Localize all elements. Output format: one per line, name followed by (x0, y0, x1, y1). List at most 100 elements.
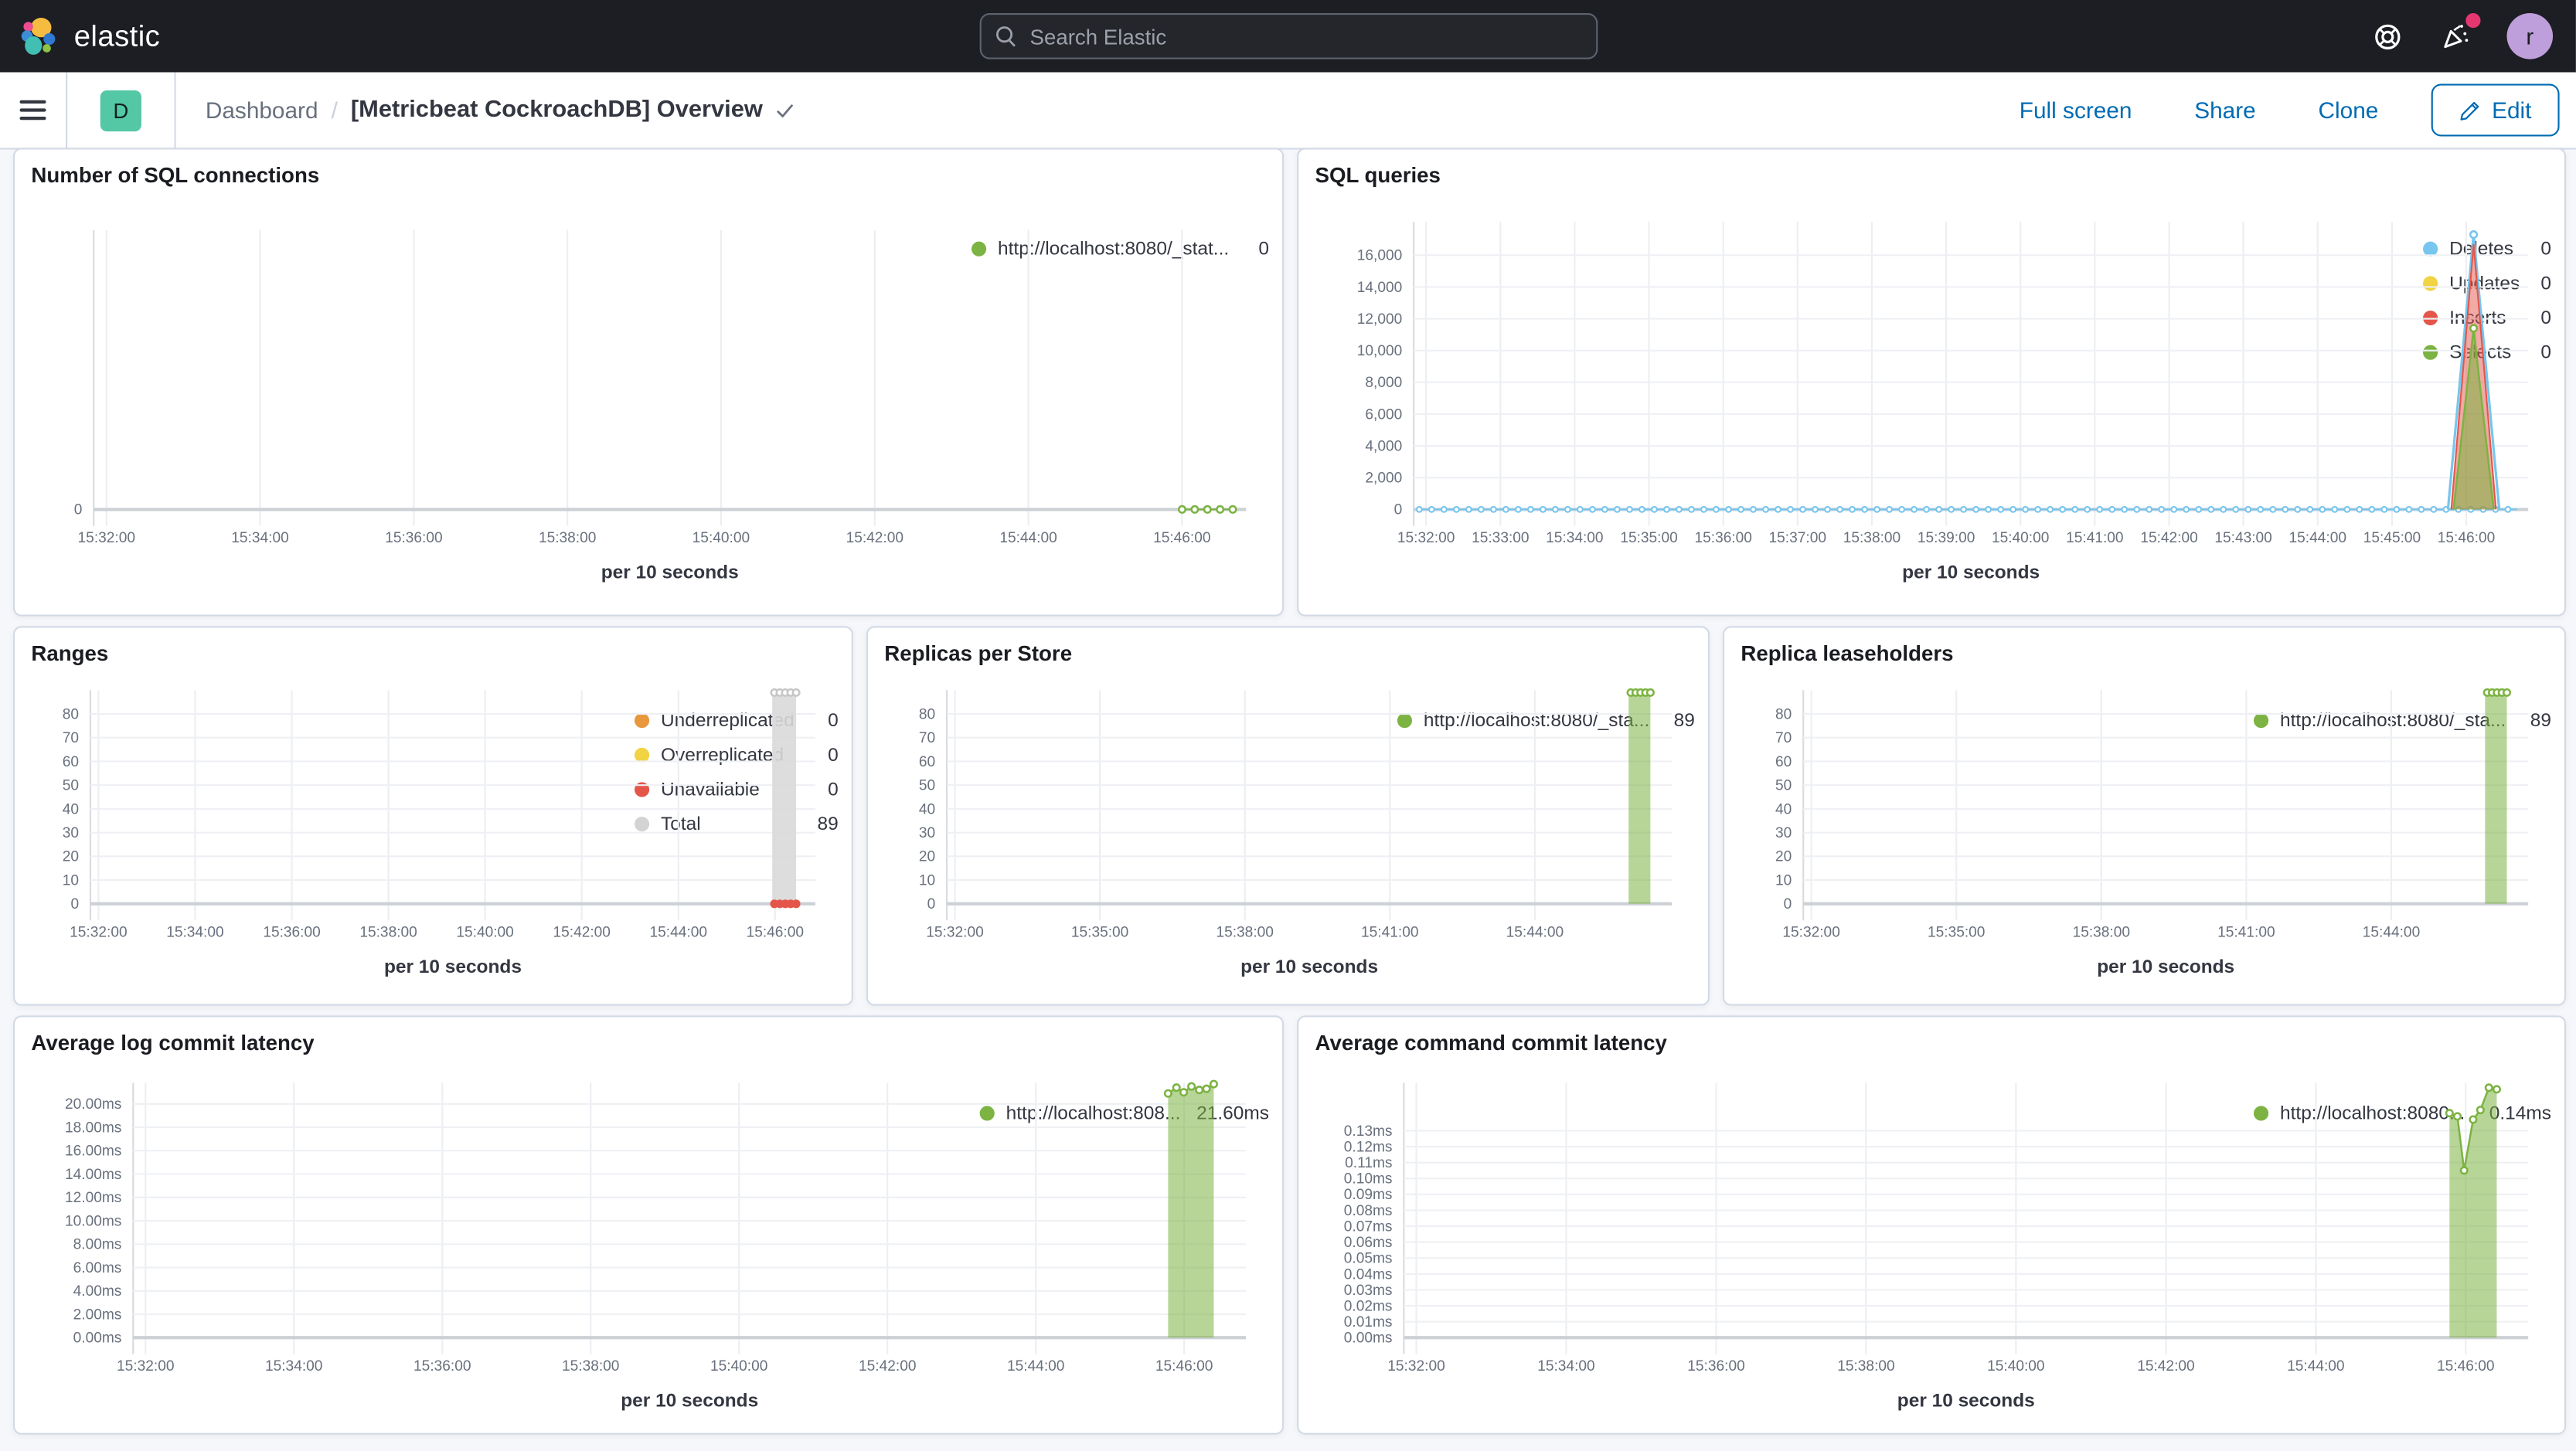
edit-button[interactable]: Edit (2431, 83, 2560, 137)
svg-text:15:44:00: 15:44:00 (2289, 530, 2346, 546)
chart-number-of-sql-connections[interactable]: 0 15:32:00 15:34:00 15:36:00 15:38:00 15:40:0… (28, 189, 1247, 605)
legend-item[interactable]: http://localhost:8080... 0.14ms (2253, 1096, 2551, 1131)
svg-text:15:34:00: 15:34:00 (166, 924, 223, 940)
svg-text:15:36:00: 15:36:00 (385, 530, 442, 546)
global-search (978, 13, 1598, 59)
svg-text:15:41:00: 15:41:00 (2217, 924, 2275, 940)
space-badge[interactable]: D (100, 89, 141, 131)
svg-text:0.10ms: 0.10ms (1344, 1171, 1393, 1188)
svg-text:0: 0 (74, 502, 83, 518)
legend-series-label: Unavailable (661, 780, 760, 800)
svg-text:15:44:00: 15:44:00 (650, 924, 707, 940)
svg-text:0.05ms: 0.05ms (1344, 1251, 1393, 1267)
svg-text:0.06ms: 0.06ms (1344, 1235, 1393, 1251)
svg-text:15:37:00: 15:37:00 (1769, 530, 1826, 546)
legend-series-value: 0 (2540, 342, 2551, 362)
svg-text:10: 10 (1775, 872, 1792, 889)
svg-text:15:36:00: 15:36:00 (263, 924, 320, 940)
svg-text:15:43:00: 15:43:00 (2214, 530, 2271, 546)
svg-text:15:46:00: 15:46:00 (2437, 1358, 2494, 1375)
svg-text:15:38:00: 15:38:00 (359, 924, 417, 940)
svg-text:80: 80 (63, 706, 79, 722)
svg-text:0: 0 (1394, 502, 1403, 518)
svg-text:14.00ms: 14.00ms (65, 1167, 121, 1183)
pencil-icon (2460, 100, 2479, 120)
check-icon (777, 104, 793, 117)
svg-text:70: 70 (63, 730, 79, 746)
panel-number-of-sql-connections: Number of SQL connections 0 15:32:00 15:34… (13, 148, 1285, 617)
svg-text:per 10 seconds: per 10 seconds (1240, 957, 1378, 977)
panel-sql-queries: SQL queries 0 2,000 4,000 6,000 8,000 10,000 1… (1297, 148, 2567, 617)
logo-text: elastic (73, 19, 161, 52)
chart-average-log-commit-latency[interactable]: 0.00ms 2.00ms 4.00ms 6.00ms 8.00ms 10.00ms 12.… (28, 1057, 1247, 1423)
svg-text:4.00ms: 4.00ms (73, 1283, 122, 1300)
full-screen-button[interactable]: Full screen (2009, 95, 2142, 124)
chart-ranges[interactable]: 0 10 20 30 40 50 60 70 80 15:32:00 15:34:00 15:36:0… (28, 668, 815, 994)
svg-text:40: 40 (919, 801, 935, 817)
user-avatar[interactable]: r (2506, 13, 2554, 59)
chart-replicas-per-store[interactable]: 0 10 20 30 40 50 60 70 80 15:32:00 15:35:00 15:38:0… (881, 668, 1673, 994)
legend-series-label: Updates (2449, 274, 2520, 294)
divider (66, 72, 68, 148)
svg-text:15:46:00: 15:46:00 (1155, 1358, 1213, 1375)
svg-text:per 10 seconds: per 10 seconds (1897, 1391, 2035, 1412)
svg-text:15:34:00: 15:34:00 (265, 1358, 322, 1375)
news-icon[interactable] (2438, 13, 2481, 54)
panel-average-command-commit-latency: Average command commit latency 0.00ms 0.0… (1297, 1015, 2567, 1435)
breadcrumb-dashboard[interactable]: Dashboard (205, 97, 318, 124)
svg-text:15:35:00: 15:35:00 (1928, 924, 1985, 940)
search-input[interactable] (978, 13, 1598, 59)
chart-average-command-commit-latency[interactable]: 0.00ms 0.01ms 0.02ms 0.03ms 0.04ms 0.05ms 0.06… (1312, 1057, 2529, 1423)
svg-text:15:38:00: 15:38:00 (1843, 530, 1901, 546)
legend-series-dot-icon (2253, 713, 2269, 729)
svg-text:0.09ms: 0.09ms (1344, 1187, 1393, 1203)
svg-text:15:38:00: 15:38:00 (1837, 1358, 1894, 1375)
edit-button-label: Edit (2492, 97, 2532, 124)
help-icon[interactable] (2369, 18, 2405, 54)
panel-title: Ranges (31, 641, 109, 666)
panel-title: Replicas per Store (884, 641, 1073, 666)
avatar-letter: r (2526, 22, 2534, 49)
svg-text:15:42:00: 15:42:00 (2140, 530, 2197, 546)
svg-text:15:45:00: 15:45:00 (2363, 530, 2421, 546)
svg-text:15:42:00: 15:42:00 (553, 924, 611, 940)
search-icon (995, 26, 1015, 47)
page-title[interactable]: [Metricbeat CockroachDB] Overview (350, 97, 796, 124)
legend-item[interactable]: http://localhost:8080/_stat... 0 (971, 232, 1269, 267)
svg-text:80: 80 (919, 706, 935, 722)
svg-text:15:35:00: 15:35:00 (1071, 924, 1128, 940)
menu-icon[interactable] (0, 73, 66, 148)
elastic-logo[interactable]: elastic (20, 15, 161, 56)
panel-replicas-per-store: Replicas per Store 0 10 20 30 40 50 60 70 80 15:3… (866, 626, 1710, 1006)
breadcrumb: Dashboard / [Metricbeat CockroachDB] Ove… (205, 97, 796, 124)
svg-text:6.00ms: 6.00ms (73, 1260, 122, 1276)
svg-text:15:32:00: 15:32:00 (117, 1358, 174, 1375)
legend-series-dot-icon (971, 241, 987, 257)
svg-text:per 10 seconds: per 10 seconds (621, 1391, 758, 1412)
svg-text:10: 10 (63, 872, 79, 889)
chart-legend: http://localhost:8080/_stat... 0 (965, 189, 1269, 605)
page-title-text: [Metricbeat CockroachDB] Overview (350, 97, 763, 124)
svg-text:12,000: 12,000 (1357, 311, 1403, 328)
svg-text:15:32:00: 15:32:00 (926, 924, 983, 940)
svg-text:2,000: 2,000 (1365, 471, 1402, 487)
svg-text:15:46:00: 15:46:00 (1153, 530, 1210, 546)
share-button[interactable]: Share (2184, 95, 2265, 124)
svg-text:2.00ms: 2.00ms (73, 1307, 122, 1323)
svg-text:15:34:00: 15:34:00 (1546, 530, 1603, 546)
svg-text:14,000: 14,000 (1357, 280, 1403, 296)
svg-text:0.01ms: 0.01ms (1344, 1314, 1393, 1330)
svg-text:12.00ms: 12.00ms (65, 1190, 121, 1206)
legend-series-value: 0 (1258, 239, 1269, 259)
svg-text:4,000: 4,000 (1365, 438, 1402, 454)
svg-text:6,000: 6,000 (1365, 406, 1402, 423)
chart-replica-leaseholders[interactable]: 0 10 20 30 40 50 60 70 80 15:32:00 15:35:00 15:38:0… (1737, 668, 2529, 994)
svg-text:15:32:00: 15:32:00 (1397, 530, 1455, 546)
legend-item[interactable]: Total 89 (634, 807, 839, 841)
svg-text:15:40:00: 15:40:00 (692, 530, 750, 546)
svg-text:10.00ms: 10.00ms (65, 1213, 121, 1229)
chart-sql-queries[interactable]: 0 2,000 4,000 6,000 8,000 10,000 12,000 14,000 1… (1312, 189, 2529, 605)
legend-item[interactable]: Unavailable 0 (634, 773, 839, 807)
clone-button[interactable]: Clone (2309, 95, 2388, 124)
